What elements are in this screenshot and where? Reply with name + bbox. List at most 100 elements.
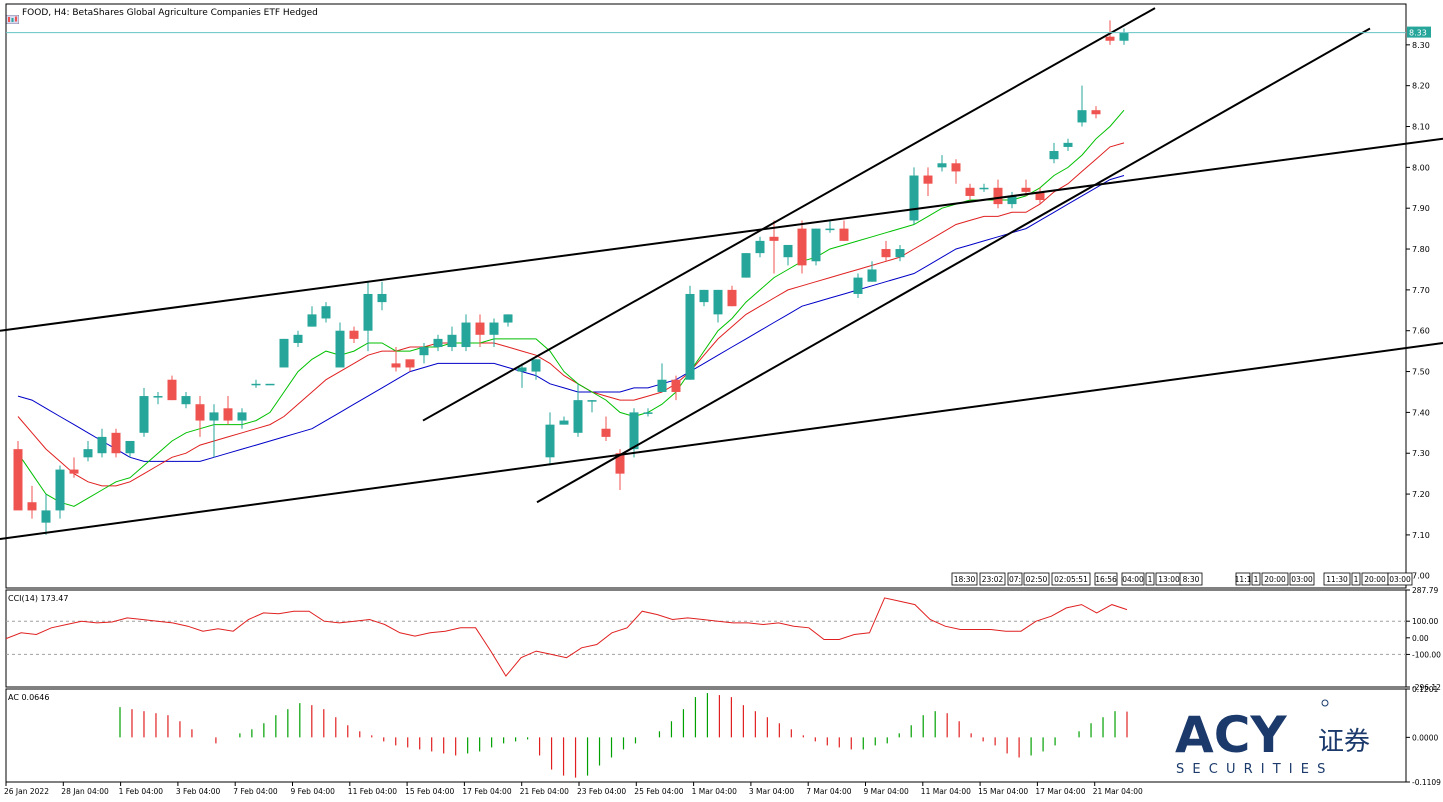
candle-body xyxy=(125,440,135,454)
candle xyxy=(811,228,821,266)
candle xyxy=(251,379,261,388)
time-stamp-label: 11:1 xyxy=(1235,575,1252,584)
price-y-tick-label: 8.00 xyxy=(1412,163,1430,172)
time-stamp-box xyxy=(1145,572,1155,586)
candle xyxy=(125,440,135,458)
candle xyxy=(97,428,107,458)
candle-body xyxy=(881,249,891,258)
candle-body xyxy=(251,383,261,386)
ac-y-tick-label: 0.1201 xyxy=(1412,685,1438,694)
candle xyxy=(1021,179,1031,196)
candle xyxy=(55,465,65,519)
candle xyxy=(657,363,667,392)
candle-body xyxy=(685,293,695,380)
price-y-tick-label: 8.10 xyxy=(1412,123,1430,132)
x-tick-label: 7 Feb 04:00 xyxy=(233,787,278,796)
candle xyxy=(209,404,219,458)
ma-fast-line xyxy=(17,109,1125,507)
price-y-tick-label: 7.30 xyxy=(1412,449,1430,458)
trendline xyxy=(0,137,1443,332)
candle-body xyxy=(223,408,233,421)
candle-body xyxy=(237,412,247,421)
candle-body xyxy=(965,187,975,196)
candle-body xyxy=(167,379,177,401)
candle-body xyxy=(951,163,961,172)
candle xyxy=(671,375,681,401)
time-stamp-box xyxy=(1251,572,1261,586)
x-axis: 26 Jan 2022 28 Jan 04:00 1 Feb 04:00 3 Feb … xyxy=(4,782,1143,796)
candle-body xyxy=(97,436,107,454)
x-tick-label: 1 Mar 04:00 xyxy=(692,787,738,796)
price-y-tick-label: 7.10 xyxy=(1412,531,1430,540)
candle xyxy=(1119,28,1129,45)
time-stamp-label: 07: xyxy=(1009,575,1021,584)
time-stamp-box xyxy=(1121,572,1145,586)
candle xyxy=(1091,106,1101,119)
ac-y-axis: 0.1201 0.0000 -0.1109 xyxy=(1406,685,1441,787)
time-stamp-label: 20:00 xyxy=(1364,575,1386,584)
candle-body xyxy=(839,228,849,241)
candle-body xyxy=(83,449,93,458)
candle-body xyxy=(1049,151,1059,160)
x-tick-label: 21 Mar 04:00 xyxy=(1093,787,1143,796)
ac-y-tick-label: -0.1109 xyxy=(1412,778,1441,787)
trendline xyxy=(422,7,1156,422)
candle-body xyxy=(1035,191,1045,201)
candle-body xyxy=(293,334,303,343)
time-stamp-box xyxy=(979,572,1006,586)
candle-body xyxy=(265,383,275,386)
candle-body xyxy=(629,412,639,450)
candle-body xyxy=(993,187,1003,205)
ma-slow-line xyxy=(17,175,1125,462)
candle xyxy=(727,285,737,307)
candle xyxy=(699,289,709,307)
candle xyxy=(307,306,317,327)
time-stamp-boxes: 18:30 23:02 07: 02:50 02:05:51 16:56 04:00 1 13:… xyxy=(951,572,1413,586)
cci-label: CCI(14) 173.47 xyxy=(8,594,69,603)
candle xyxy=(853,273,863,299)
cci-y-axis: 287.79 100.00 0.00 -100.00 -296.12 xyxy=(1406,586,1441,692)
brand-logo: ACY 证券 S E C U R I T I E S xyxy=(1175,699,1370,777)
candle xyxy=(489,318,499,348)
candle xyxy=(923,167,933,196)
price-y-tick-label: 8.20 xyxy=(1412,82,1430,91)
candle-body xyxy=(937,163,947,168)
candle xyxy=(111,428,121,458)
cci-y-tick-label: -296.12 xyxy=(1412,683,1441,692)
candle-body xyxy=(111,432,121,454)
candle xyxy=(223,396,233,425)
cci-y-tick-label: 287.79 xyxy=(1412,586,1438,595)
candle-body xyxy=(825,228,835,231)
trendline xyxy=(0,341,1443,540)
candle-body xyxy=(307,314,317,327)
current-price-label: 8.33 xyxy=(1409,29,1427,38)
price-y-axis: 7.00 7.10 7.20 7.30 7.40 7.50 7.60 7.70 7.80 7.90… xyxy=(1406,41,1430,581)
registered-mark-icon xyxy=(1321,699,1329,707)
candle xyxy=(937,155,947,172)
candle-body xyxy=(391,363,401,368)
candle xyxy=(881,240,891,262)
candle-body xyxy=(489,322,499,335)
price-y-tick-label: 7.00 xyxy=(1412,572,1430,581)
ac-bars xyxy=(119,693,1128,778)
time-stamp-label: 16:56 xyxy=(1095,575,1117,584)
time-stamp-label: 03:00 xyxy=(1389,575,1411,584)
candle-body xyxy=(433,338,443,348)
candle-body xyxy=(979,187,989,190)
price-y-tick-label: 7.40 xyxy=(1412,408,1430,417)
candle xyxy=(825,220,835,233)
candle xyxy=(951,159,961,184)
candle xyxy=(167,375,177,401)
candle-body xyxy=(615,453,625,474)
ac-pane-frame xyxy=(5,688,1407,783)
x-tick-label: 9 Feb 04:00 xyxy=(291,787,336,796)
chart-title: FOOD, H4: BetaShares Global Agriculture … xyxy=(22,8,318,18)
candle-body xyxy=(713,289,723,315)
candle-body xyxy=(741,253,751,278)
candle xyxy=(993,179,1003,209)
candle-body xyxy=(909,175,919,221)
candle xyxy=(433,334,443,352)
candle-body xyxy=(363,293,373,331)
candle-body xyxy=(503,314,513,323)
logo-cn-text: 证券 xyxy=(1318,727,1370,757)
